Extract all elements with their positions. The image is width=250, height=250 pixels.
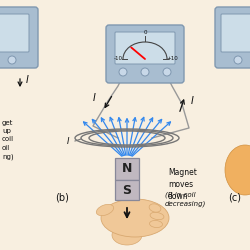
- Text: (B in coil
decreasing): (B in coil decreasing): [165, 192, 206, 207]
- Text: oil: oil: [2, 145, 10, 151]
- Ellipse shape: [112, 225, 142, 245]
- Text: Magnet
moves
down: Magnet moves down: [168, 168, 197, 200]
- Text: -10: -10: [114, 56, 122, 62]
- Ellipse shape: [225, 145, 250, 195]
- Bar: [115, 180, 139, 200]
- Text: +10: +10: [166, 56, 178, 62]
- Circle shape: [234, 56, 242, 64]
- Text: I: I: [191, 96, 194, 106]
- FancyBboxPatch shape: [215, 7, 250, 68]
- Ellipse shape: [150, 212, 164, 220]
- Ellipse shape: [101, 199, 169, 237]
- Text: I: I: [67, 137, 70, 146]
- Circle shape: [141, 68, 149, 76]
- Ellipse shape: [150, 220, 162, 228]
- Text: get: get: [2, 120, 14, 126]
- Bar: [115, 158, 139, 180]
- Text: (b): (b): [55, 193, 69, 203]
- Text: I: I: [93, 93, 96, 103]
- Ellipse shape: [149, 204, 161, 212]
- Text: ng): ng): [2, 153, 14, 160]
- FancyBboxPatch shape: [0, 14, 29, 52]
- Text: I: I: [26, 75, 29, 85]
- Circle shape: [119, 68, 127, 76]
- FancyBboxPatch shape: [0, 7, 38, 68]
- Text: 0: 0: [143, 30, 147, 35]
- FancyBboxPatch shape: [115, 32, 175, 64]
- Text: N: N: [122, 162, 132, 175]
- Text: coil: coil: [2, 136, 14, 142]
- FancyBboxPatch shape: [106, 25, 184, 83]
- Text: (c): (c): [228, 193, 241, 203]
- Circle shape: [163, 68, 171, 76]
- Circle shape: [8, 56, 16, 64]
- FancyBboxPatch shape: [221, 14, 250, 52]
- Ellipse shape: [96, 204, 114, 216]
- Text: up: up: [2, 128, 11, 134]
- Text: S: S: [122, 184, 132, 196]
